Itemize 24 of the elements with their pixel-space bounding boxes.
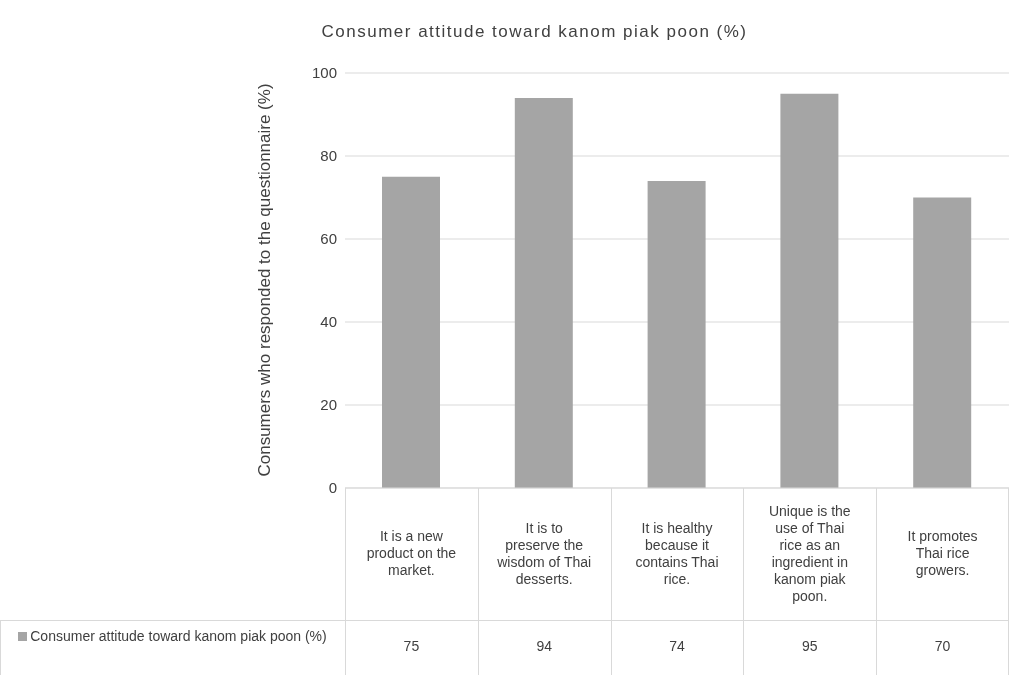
bar	[913, 197, 972, 488]
bar	[647, 180, 706, 488]
y-tick-label: 80	[320, 147, 337, 165]
data-label: 74	[668, 638, 686, 654]
legend-label: Consumer attitude toward kanom piak poon (%)	[29, 628, 328, 645]
data-label: 75	[402, 638, 421, 654]
data-label: 95	[801, 638, 819, 654]
y-axis-title: Consumers who responded to the questionnaire (%)	[255, 83, 275, 477]
y-tick-label: 0	[328, 479, 337, 497]
bar	[382, 176, 440, 488]
bar	[780, 93, 839, 488]
x-tick-label: It is a new product on the market.	[366, 528, 457, 578]
y-tick-label: 60	[320, 230, 337, 248]
y-tick-label: 20	[320, 396, 337, 414]
bar	[514, 97, 573, 488]
data-label: 70	[933, 638, 952, 654]
data-label: 94	[535, 638, 553, 654]
x-tick-label: It is healthy because it contains Thai rice.	[635, 519, 719, 587]
y-tick-label: 40	[320, 313, 337, 331]
x-tick-label: Unique is the use of Thai rice as an ingredient in kanom piak poon.	[768, 502, 851, 604]
chart-title: Consumer attitude toward kanom piak poon (%)	[320, 22, 749, 42]
x-tick-label: It promotes Thai rice growers.	[907, 528, 978, 578]
x-tick-label: It is to preserve the wisdom of Thai desserts.	[496, 519, 592, 587]
y-tick-label: 100	[311, 64, 337, 82]
